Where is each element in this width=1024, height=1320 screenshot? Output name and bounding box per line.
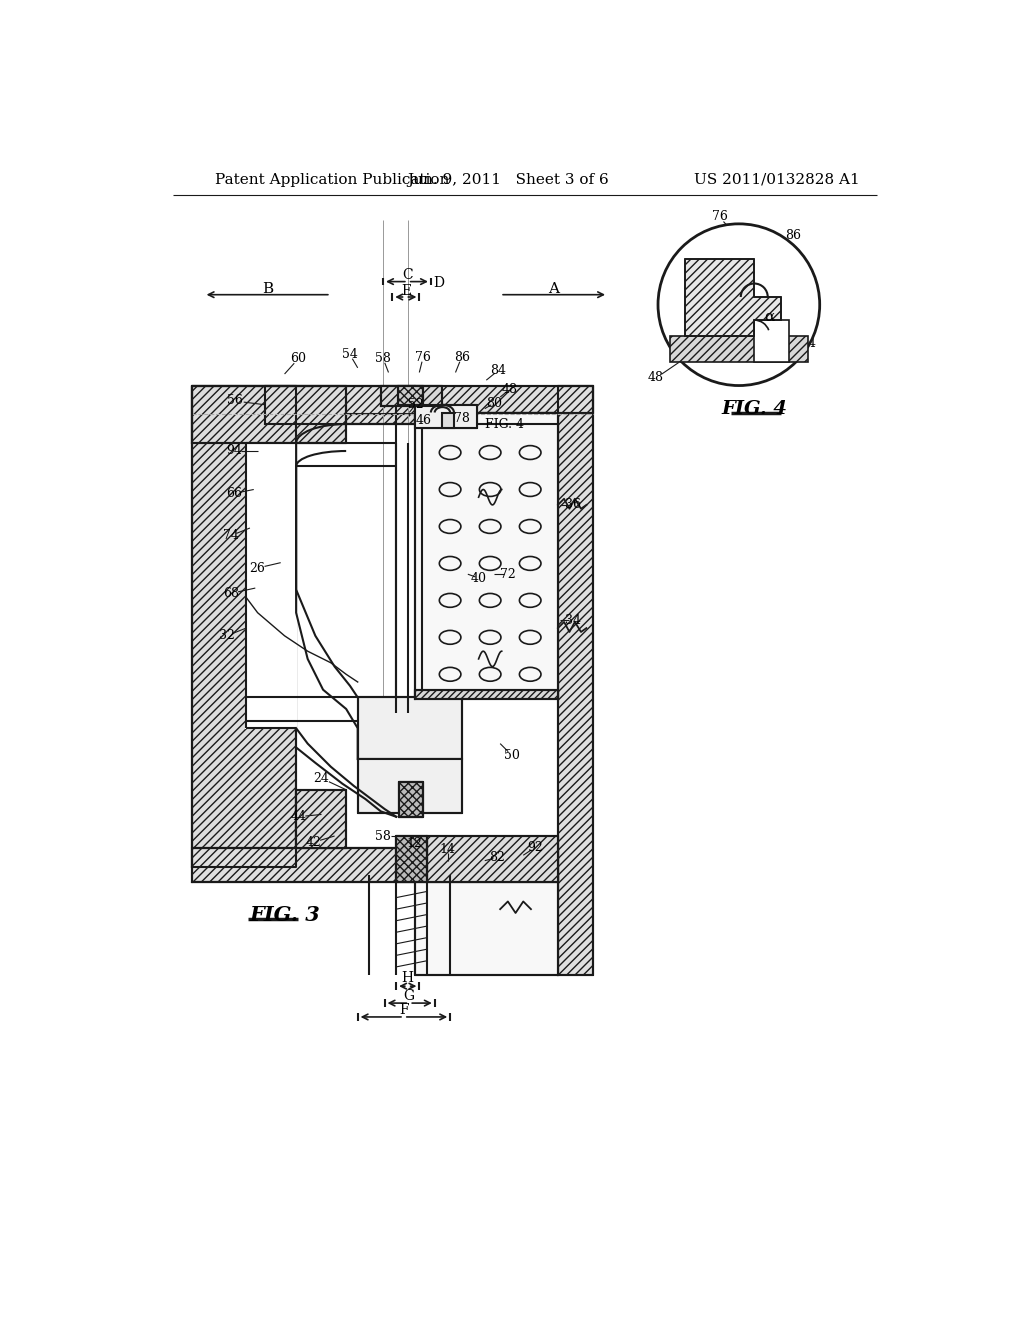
Polygon shape	[558, 385, 593, 974]
Text: US 2011/0132828 A1: US 2011/0132828 A1	[694, 173, 860, 187]
Polygon shape	[357, 697, 462, 759]
Text: FIG. 3: FIG. 3	[250, 906, 321, 925]
Polygon shape	[397, 385, 423, 405]
Text: 76: 76	[712, 210, 727, 223]
Text: FIG. 4: FIG. 4	[721, 400, 787, 417]
Bar	[670, 335, 808, 363]
Polygon shape	[416, 412, 558, 697]
Text: 92: 92	[527, 841, 543, 854]
Polygon shape	[398, 781, 423, 817]
Text: C: C	[402, 268, 413, 282]
Polygon shape	[265, 385, 416, 424]
Text: 68: 68	[222, 587, 239, 601]
Polygon shape	[193, 847, 558, 882]
Text: Jun. 9, 2011   Sheet 3 of 6: Jun. 9, 2011 Sheet 3 of 6	[407, 173, 608, 187]
Polygon shape	[416, 689, 558, 700]
Text: B: B	[262, 282, 273, 296]
Text: 54: 54	[342, 348, 358, 362]
Text: 58: 58	[375, 829, 391, 842]
Polygon shape	[416, 875, 558, 974]
Text: 86: 86	[454, 351, 470, 363]
Polygon shape	[246, 444, 296, 729]
Polygon shape	[685, 259, 781, 335]
Text: 32: 32	[219, 630, 234, 643]
Polygon shape	[416, 405, 477, 428]
Text: 78: 78	[454, 412, 470, 425]
Text: H: H	[401, 972, 414, 986]
Text: 84: 84	[800, 337, 816, 350]
Text: 24: 24	[313, 772, 330, 785]
Text: 34: 34	[564, 614, 581, 627]
Polygon shape	[357, 759, 462, 813]
Text: 14: 14	[439, 843, 456, 857]
Text: A: A	[549, 282, 559, 296]
Text: 76: 76	[415, 351, 431, 363]
Polygon shape	[296, 789, 346, 847]
Text: 60: 60	[291, 352, 306, 366]
Polygon shape	[193, 385, 346, 444]
Text: 36: 36	[564, 499, 581, 511]
Text: 12: 12	[406, 837, 422, 850]
Bar	[755, 321, 788, 363]
Polygon shape	[442, 412, 454, 428]
Text: E: E	[401, 284, 412, 298]
Text: α: α	[765, 309, 775, 323]
Text: F: F	[399, 1003, 409, 1016]
Text: 26: 26	[250, 561, 265, 574]
Text: 44: 44	[291, 810, 306, 824]
Polygon shape	[396, 836, 427, 882]
Text: 84: 84	[490, 363, 507, 376]
Polygon shape	[416, 385, 593, 412]
Text: 72: 72	[500, 568, 516, 581]
Text: Patent Application Publication: Patent Application Publication	[215, 173, 450, 187]
Text: 74: 74	[223, 529, 239, 543]
Text: 80: 80	[486, 397, 502, 409]
Text: 40: 40	[471, 572, 486, 585]
Text: 86: 86	[784, 228, 801, 242]
Text: 48: 48	[502, 383, 517, 396]
Text: D: D	[433, 276, 444, 290]
Text: 66: 66	[226, 487, 243, 500]
Circle shape	[658, 224, 819, 385]
Text: 82: 82	[489, 851, 505, 865]
Text: 58: 58	[375, 352, 391, 366]
Polygon shape	[193, 385, 296, 867]
Polygon shape	[427, 836, 558, 882]
Text: 56: 56	[226, 395, 243, 408]
Text: G: G	[403, 989, 415, 1003]
Text: 94: 94	[226, 445, 243, 458]
Text: 52: 52	[408, 399, 423, 412]
Text: FIG. 4: FIG. 4	[484, 417, 523, 430]
Text: 50: 50	[504, 748, 519, 762]
Text: 46: 46	[415, 413, 431, 426]
Text: 42: 42	[306, 836, 322, 849]
Text: 48: 48	[648, 371, 664, 384]
Polygon shape	[381, 385, 442, 407]
